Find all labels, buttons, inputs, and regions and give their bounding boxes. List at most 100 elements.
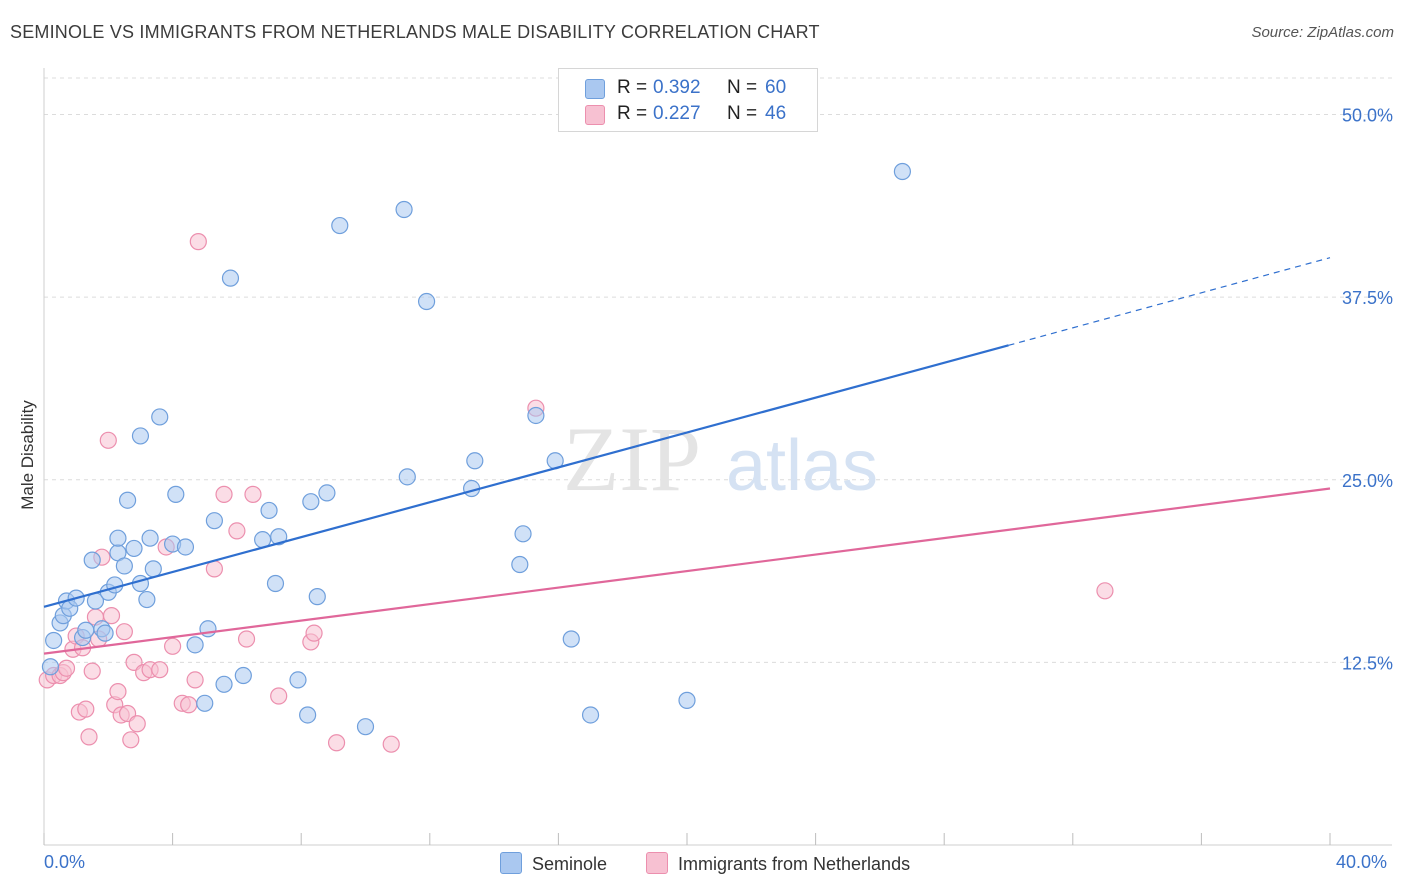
legend-label-seminole: Seminole (532, 854, 608, 874)
series-netherlands-points (38, 233, 1114, 753)
data-point-netherlands (77, 700, 95, 718)
data-point-seminole (299, 706, 317, 724)
data-point-seminole (144, 560, 162, 578)
y-tick-label: 25.0% (1342, 471, 1393, 491)
data-point-seminole (562, 630, 580, 648)
x-tick-label-max: 40.0% (1336, 852, 1388, 872)
data-point-seminole (527, 406, 545, 425)
data-point-netherlands (228, 522, 246, 540)
data-point-netherlands (327, 734, 346, 752)
data-point-netherlands (1096, 582, 1114, 600)
data-point-seminole (581, 706, 600, 724)
data-point-seminole (115, 557, 133, 575)
y-tick-label: 37.5% (1342, 288, 1393, 308)
data-point-seminole (215, 675, 233, 693)
data-point-seminole (395, 200, 413, 219)
data-point-netherlands (215, 485, 233, 503)
data-point-seminole (318, 484, 336, 502)
data-point-seminole (45, 631, 63, 650)
data-point-netherlands (189, 233, 207, 251)
y-tick-label: 50.0% (1342, 106, 1393, 126)
legend-n-value: 46 (765, 103, 787, 124)
data-point-seminole (125, 539, 143, 558)
data-point-seminole (106, 576, 124, 594)
trend-line-netherlands (43, 487, 1331, 655)
data-point-seminole (356, 718, 375, 736)
legend-swatch-seminole (500, 852, 522, 874)
trend-line-seminole (43, 344, 1009, 608)
legend-r-value: 0.227 (653, 103, 701, 124)
data-point-seminole (234, 666, 252, 685)
data-point-netherlands (128, 715, 146, 733)
legend-swatch-netherlands (585, 105, 605, 125)
data-point-seminole (398, 468, 416, 486)
data-point-seminole (308, 588, 326, 606)
data-point-netherlands (115, 623, 133, 641)
series-seminole-points (41, 162, 912, 736)
data-point-seminole (266, 574, 285, 593)
data-point-seminole (514, 525, 532, 543)
data-point-netherlands (151, 661, 169, 679)
data-point-seminole (511, 555, 529, 574)
data-point-seminole (96, 624, 114, 642)
data-point-netherlands (99, 431, 117, 449)
data-point-netherlands (109, 682, 127, 701)
legend-label-netherlands: Immigrants from Netherlands (678, 854, 911, 874)
legend-swatch-netherlands (646, 852, 668, 874)
data-point-netherlands (270, 687, 288, 705)
trend-line-seminole-projection (1008, 257, 1331, 346)
y-tick-labels: 12.5% 25.0% 37.5% 50.0% (1342, 106, 1393, 674)
data-point-seminole (893, 162, 912, 181)
data-point-netherlands (180, 696, 198, 714)
data-point-seminole (141, 529, 159, 547)
data-point-netherlands (122, 731, 140, 749)
axes (43, 68, 1392, 846)
data-point-seminole (289, 671, 307, 689)
trend-lines (43, 257, 1331, 655)
data-point-seminole (118, 491, 137, 509)
data-point-seminole (131, 574, 150, 593)
gridlines (44, 77, 1392, 663)
data-point-netherlands (237, 630, 256, 648)
data-point-netherlands (305, 624, 323, 642)
data-point-seminole (77, 621, 95, 639)
legend-n-value: 60 (765, 77, 787, 98)
data-point-seminole (270, 528, 288, 546)
y-tick-label: 12.5% (1342, 653, 1393, 673)
legend-r-label: R = (617, 77, 648, 98)
legend-item-seminole: Seminole (500, 852, 607, 875)
data-point-seminole (205, 512, 223, 530)
data-point-seminole (221, 269, 240, 287)
data-point-netherlands (83, 662, 101, 680)
legend-r-value: 0.392 (653, 77, 701, 98)
data-point-netherlands (382, 735, 400, 753)
data-point-netherlands (102, 607, 121, 625)
data-point-seminole (260, 501, 278, 520)
data-point-seminole (138, 590, 156, 609)
data-point-seminole (176, 538, 195, 556)
source-label: Source: ZipAtlas.com (1251, 24, 1394, 41)
legend-n-label: N = (727, 103, 758, 124)
data-point-netherlands (164, 637, 182, 655)
data-point-seminole (678, 691, 696, 709)
chart-title: SEMINOLE VS IMMIGRANTS FROM NETHERLANDS … (10, 22, 820, 42)
watermark-atlas: atlas (726, 426, 878, 506)
data-point-netherlands (186, 671, 204, 689)
data-point-seminole (302, 493, 320, 511)
data-point-seminole (417, 292, 436, 311)
data-point-seminole (41, 658, 60, 676)
data-point-seminole (167, 485, 185, 503)
data-point-seminole (151, 408, 169, 426)
legend-n-label: N = (727, 77, 758, 98)
data-point-seminole (109, 529, 127, 547)
data-point-seminole (331, 216, 349, 235)
legend-stats: R = 0.392 N = 60 R = 0.227 N = 46 (558, 68, 818, 132)
legend-item-netherlands: Immigrants from Netherlands (646, 852, 910, 875)
data-point-seminole (186, 636, 204, 654)
legend-swatch-seminole (585, 79, 605, 99)
legend-r-label: R = (617, 103, 648, 124)
data-point-netherlands (244, 485, 262, 503)
x-tick-label-min: 0.0% (44, 852, 86, 872)
data-point-seminole (83, 551, 101, 569)
